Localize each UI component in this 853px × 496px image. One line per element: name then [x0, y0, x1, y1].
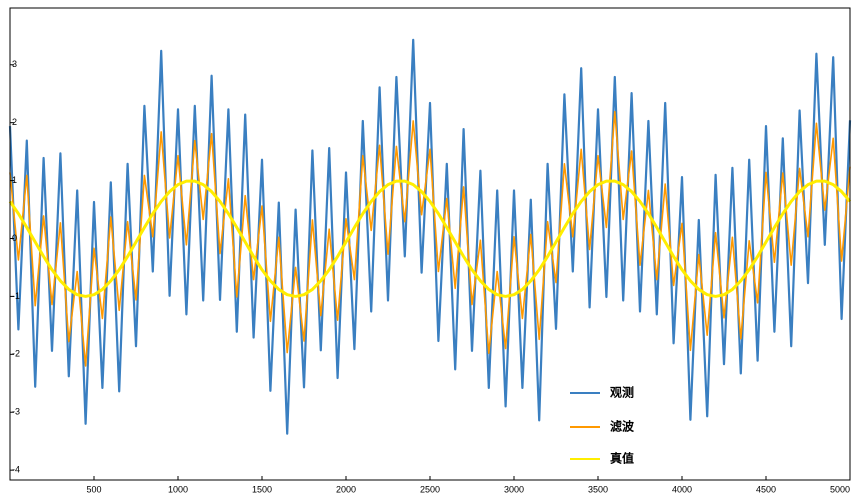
- x-tick-label: 2500: [420, 484, 440, 494]
- x-tick-label: 3500: [588, 484, 608, 494]
- legend-label: 真值: [610, 451, 634, 466]
- x-tick-label: 1500: [252, 484, 272, 494]
- y-tick-label: 2: [12, 117, 17, 127]
- y-tick-label: -3: [12, 407, 20, 417]
- series-line: [8, 179, 852, 298]
- y-tick-label: -1: [12, 291, 20, 301]
- x-tick-label: 4500: [756, 484, 776, 494]
- y-tick-label: -4: [12, 465, 20, 475]
- x-tick-label: 5000: [830, 484, 850, 494]
- y-tick-label: 0: [12, 233, 17, 243]
- y-tick-label: 3: [12, 59, 17, 69]
- x-tick-label: 4000: [672, 484, 692, 494]
- x-tick-label: 3000: [504, 484, 524, 494]
- y-tick-label: -2: [12, 349, 20, 359]
- legend-label: 滤波: [610, 419, 635, 434]
- x-tick-label: 2000: [336, 484, 356, 494]
- y-tick-label: 1: [12, 175, 17, 185]
- x-tick-label: 500: [86, 484, 101, 494]
- legend-label: 观测: [610, 385, 634, 400]
- x-tick-label: 1000: [168, 484, 188, 494]
